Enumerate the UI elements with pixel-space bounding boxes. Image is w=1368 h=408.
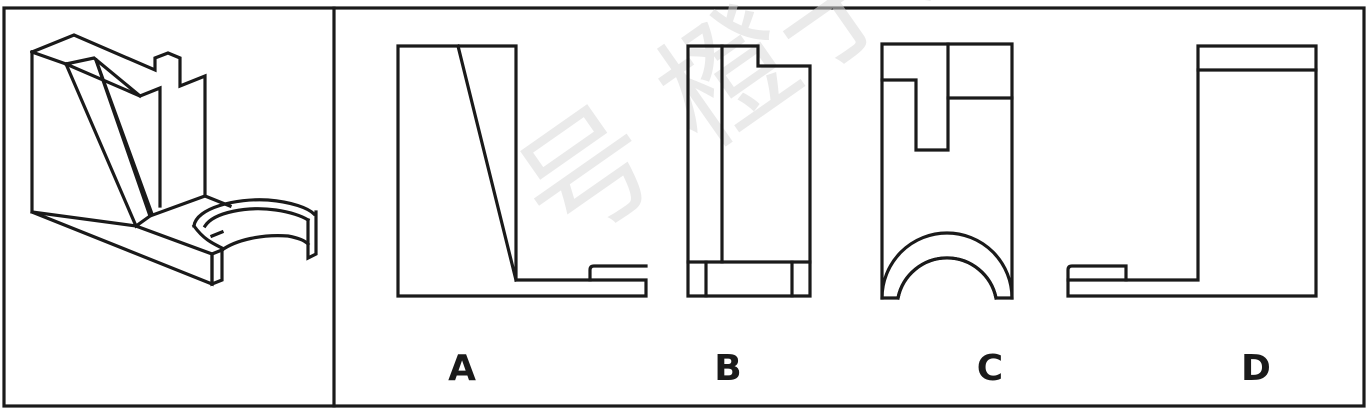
arc-left: [191, 223, 225, 251]
option-b-view: [686, 44, 812, 298]
arc-top: [192, 198, 317, 228]
base-back-top: [147, 194, 233, 219]
option-d-view: [1066, 44, 1318, 298]
outer-border: [2, 6, 1366, 408]
isometric-object: [29, 33, 318, 287]
base-front-top: [133, 223, 215, 257]
option-c-view: [880, 42, 1014, 300]
option-b-label[interactable]: B: [714, 348, 741, 389]
option-d-label[interactable]: D: [1241, 348, 1271, 389]
arc-seam: [209, 229, 225, 239]
rib-edge: [93, 57, 155, 217]
arc-inner: [202, 207, 311, 229]
option-c-label[interactable]: C: [977, 348, 1003, 389]
base-end: [210, 248, 224, 287]
arc-end: [306, 210, 318, 261]
arc-bottom: [219, 234, 311, 253]
wall-top: [29, 33, 207, 198]
base-left: [30, 210, 138, 228]
wall-top-inner: [64, 56, 143, 99]
rib-face: [63, 57, 152, 229]
option-a-view: [396, 44, 648, 298]
option-a-label[interactable]: A: [448, 348, 476, 389]
